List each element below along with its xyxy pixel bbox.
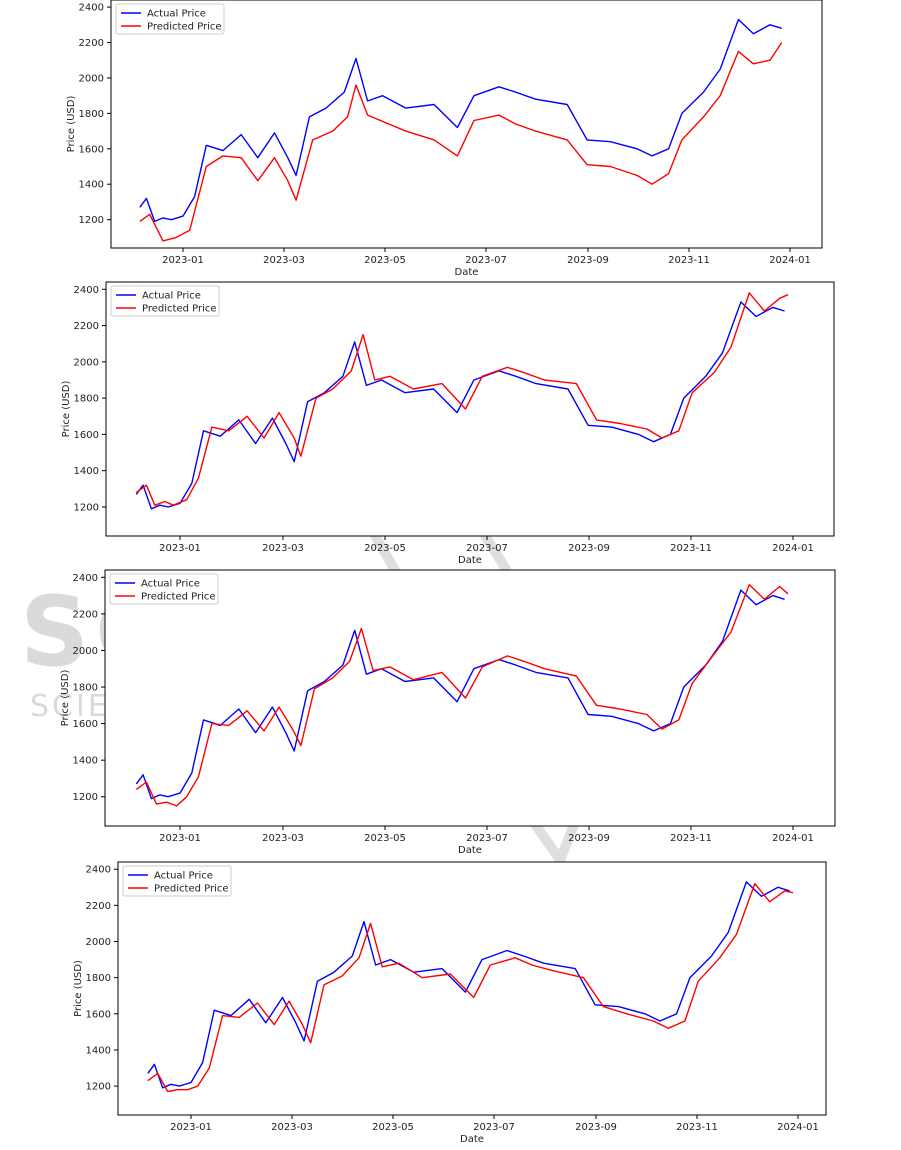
- y-tick-label: 1800: [79, 109, 104, 120]
- legend-label: Predicted Price: [142, 304, 217, 315]
- x-axis-label: Date: [458, 845, 482, 856]
- x-tick-label: 2024-01: [772, 543, 814, 554]
- legend-label: Actual Price: [141, 579, 200, 590]
- x-tick-label: 2023-11: [668, 255, 710, 266]
- legend-label: Actual Price: [147, 9, 206, 20]
- x-tick-label: 2023-03: [262, 833, 304, 844]
- y-tick-label: 2200: [73, 609, 98, 620]
- x-tick-label: 2023-11: [676, 1122, 718, 1133]
- y-tick-label: 2400: [79, 3, 104, 14]
- y-tick-label: 1200: [79, 215, 104, 226]
- x-tick-label: 2023-09: [567, 255, 609, 266]
- x-tick-label: 2023-11: [670, 543, 712, 554]
- legend-box: [109, 573, 219, 605]
- x-tick-label: 2023-01: [162, 255, 204, 266]
- y-tick-label: 2200: [86, 901, 111, 912]
- x-axis-label: Date: [460, 1134, 484, 1145]
- y-tick-label: 2400: [73, 573, 98, 584]
- legend-label: Predicted Price: [141, 592, 216, 603]
- x-axis-label: Date: [455, 267, 479, 278]
- y-tick-label: 1200: [74, 502, 99, 513]
- x-tick-label: 2023-03: [262, 543, 304, 554]
- y-tick-label: 1400: [73, 756, 98, 767]
- y-tick-label: 1200: [73, 792, 98, 803]
- x-tick-label: 2023-03: [271, 1122, 313, 1133]
- y-axis-label: Price (USD): [66, 96, 77, 153]
- x-tick-label: 2023-01: [159, 833, 201, 844]
- x-tick-label: 2023-07: [466, 833, 508, 844]
- x-tick-label: 2024-01: [772, 833, 814, 844]
- y-tick-label: 2400: [74, 285, 99, 296]
- series-line-actual: [135, 589, 785, 800]
- legend-label: Actual Price: [154, 871, 213, 882]
- y-tick-label: 2400: [86, 865, 111, 876]
- chart-2: 1200 1400 1600 1800 2000 2200 2400 2023-01 2023-…: [61, 281, 835, 566]
- y-tick-label: 1600: [79, 144, 104, 155]
- x-tick-label: 2023-09: [568, 543, 610, 554]
- y-tick-label: 1400: [74, 466, 99, 477]
- series-line-predicted: [135, 292, 789, 506]
- series-line-actual: [139, 18, 782, 223]
- y-axis-label: Price (USD): [60, 670, 71, 727]
- x-tick-label: 2023-09: [568, 833, 610, 844]
- legend-box: [110, 285, 220, 317]
- series-line-actual: [135, 301, 785, 510]
- x-tick-label: 2023-07: [473, 1122, 515, 1133]
- y-tick-label: 1400: [86, 1045, 111, 1056]
- y-axis-label: Price (USD): [61, 381, 72, 438]
- x-tick-label: 2023-09: [575, 1122, 617, 1133]
- y-tick-label: 2000: [73, 646, 98, 657]
- x-tick-label: 2023-07: [465, 255, 507, 266]
- plot-area: [104, 569, 836, 827]
- x-tick-label: 2023-05: [372, 1122, 414, 1133]
- y-tick-label: 1600: [86, 1009, 111, 1020]
- legend-label: Predicted Price: [154, 884, 229, 895]
- x-tick-label: 2023-01: [170, 1122, 212, 1133]
- y-tick-label: 2000: [74, 357, 99, 368]
- legend-box: [122, 865, 232, 897]
- legend-label: Actual Price: [142, 291, 201, 302]
- x-tick-label: 2023-03: [263, 255, 305, 266]
- chart-1: 1200 1400 1600 1800 2000 2200 2400 2023-01 2023-…: [66, 0, 823, 278]
- plot-area: [117, 861, 827, 1116]
- x-tick-label: 2023-05: [364, 543, 406, 554]
- y-tick-label: 1800: [74, 394, 99, 405]
- y-tick-label: 2200: [74, 321, 99, 332]
- x-axis-label: Date: [458, 555, 482, 566]
- chart-3: 1200 1400 1600 1800 2000 2200 2400 2023-01 2023-…: [60, 569, 836, 856]
- series-line-predicted: [135, 583, 789, 807]
- series-line-predicted: [147, 883, 794, 1093]
- y-tick-label: 2200: [79, 38, 104, 49]
- y-tick-label: 1800: [86, 973, 111, 984]
- y-tick-label: 1600: [73, 719, 98, 730]
- plot-area: [110, 0, 823, 249]
- x-tick-label: 2023-11: [670, 833, 712, 844]
- chart-4: 1200 1400 1600 1800 2000 2200 2400 2023-01 2023-…: [73, 861, 827, 1145]
- plot-area: [105, 281, 835, 537]
- legend-box: [115, 3, 225, 35]
- y-tick-label: 1400: [79, 180, 104, 191]
- y-tick-label: 1200: [86, 1082, 111, 1093]
- y-tick-label: 1600: [74, 430, 99, 441]
- legend-label: Predicted Price: [147, 22, 222, 33]
- y-tick-label: 2000: [86, 937, 111, 948]
- x-tick-label: 2023-07: [466, 543, 508, 554]
- x-tick-label: 2023-05: [364, 255, 406, 266]
- x-tick-label: 2023-01: [159, 543, 201, 554]
- x-tick-label: 2023-05: [364, 833, 406, 844]
- x-tick-label: 2024-01: [769, 255, 811, 266]
- x-tick-label: 2024-01: [777, 1122, 819, 1133]
- y-tick-label: 2000: [79, 73, 104, 84]
- y-tick-label: 1800: [73, 683, 98, 694]
- y-axis-label: Price (USD): [73, 960, 84, 1017]
- series-line-predicted: [139, 42, 783, 242]
